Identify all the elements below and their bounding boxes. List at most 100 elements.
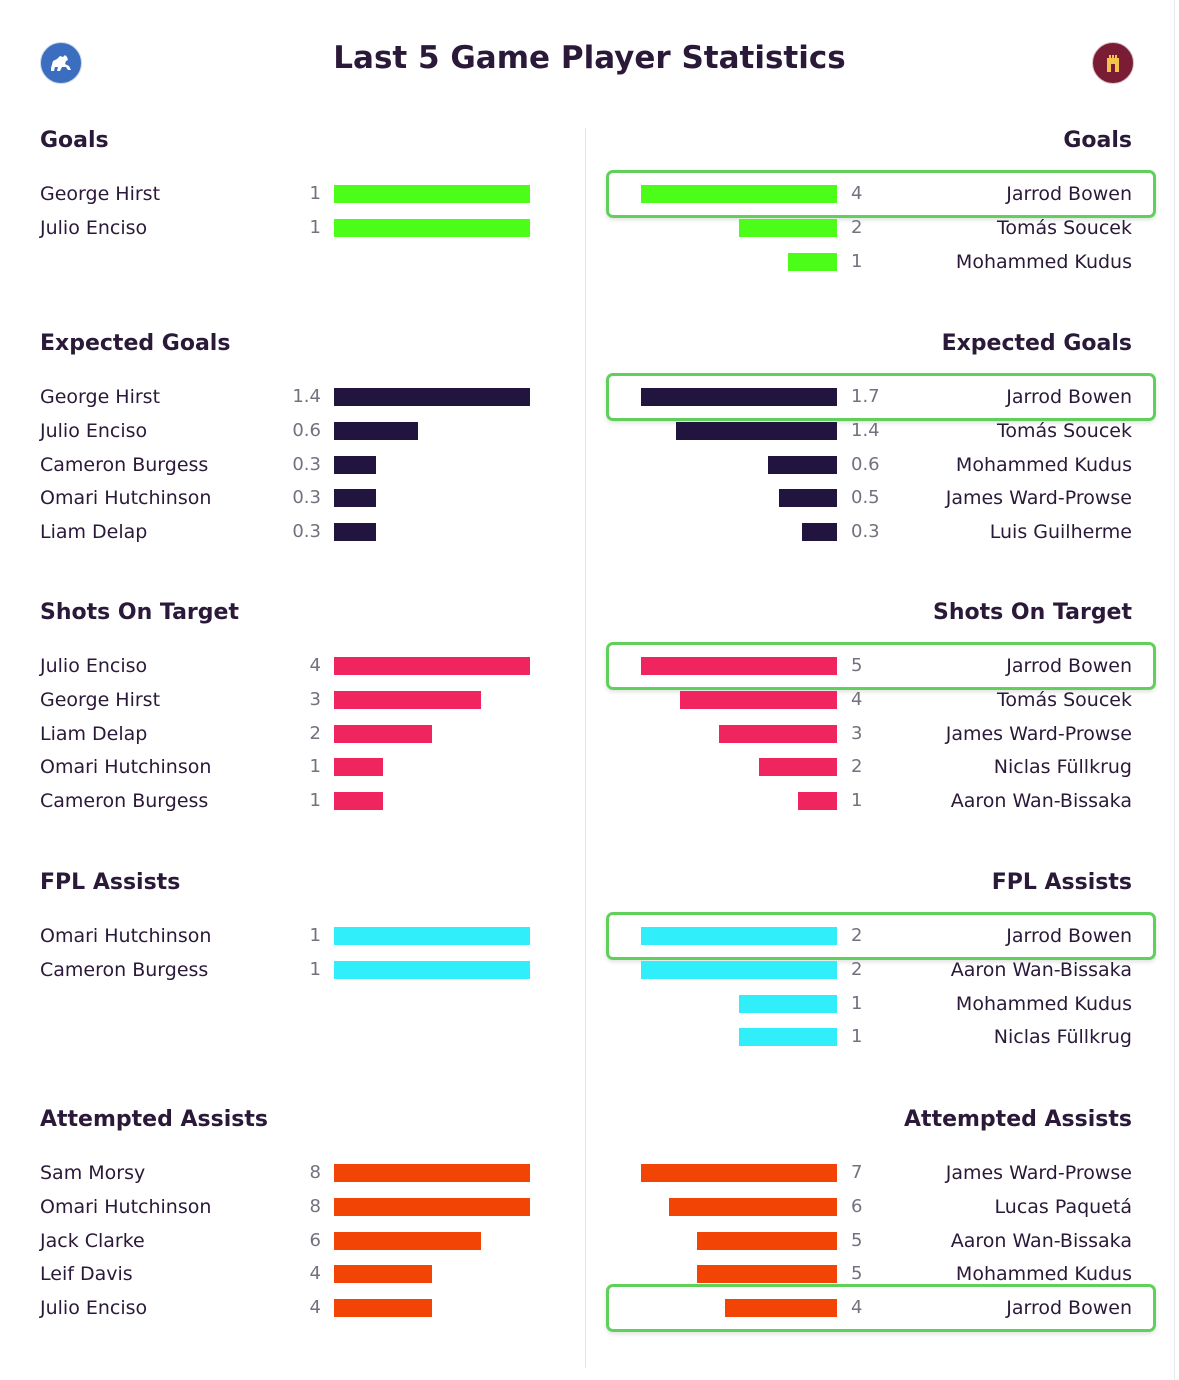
bar <box>641 1164 837 1182</box>
bar <box>641 960 837 979</box>
bar <box>334 960 530 979</box>
value-label: 1 <box>851 1026 863 1048</box>
bar <box>725 1299 837 1318</box>
player-name: Omari Hutchinson <box>40 487 212 510</box>
bar <box>779 489 837 508</box>
player-name: Mohammed Kudus <box>955 1263 1132 1286</box>
player-name: Aaron Wan-Bissaka <box>950 1229 1132 1252</box>
value-label: 8 <box>309 1195 321 1217</box>
player-name: Lucas Paquetá <box>994 1195 1132 1218</box>
fpl_assists-left-title: FPL Assists <box>40 870 181 895</box>
value-label: 0.6 <box>292 419 321 441</box>
value-label: 1 <box>309 958 321 980</box>
player-name: Jarrod Bowen <box>1006 925 1132 947</box>
bar <box>334 388 530 406</box>
bar <box>641 388 837 406</box>
player-name: Tomás Soucek <box>997 688 1132 711</box>
player-name: Niclas Füllkrug <box>993 756 1132 779</box>
player-name: Luis Guilherme <box>989 521 1132 544</box>
player-name: Julio Enciso <box>40 655 148 677</box>
bar <box>719 724 837 743</box>
value-label: 4 <box>309 1263 321 1285</box>
player-name: James Ward-Prowse <box>945 1162 1132 1184</box>
player-name: Leif Davis <box>40 1263 133 1286</box>
player-name: Jarrod Bowen <box>1006 1297 1132 1320</box>
player-name: Mohammed Kudus <box>955 250 1132 273</box>
goals-right-title: Goals <box>1063 128 1132 153</box>
bar <box>669 1197 837 1216</box>
panel-edge <box>1174 0 1175 1380</box>
home-team-badge[interactable] <box>40 42 82 84</box>
bar <box>739 994 837 1013</box>
player-name: James Ward-Prowse <box>945 487 1132 510</box>
value-label: 2 <box>851 216 863 238</box>
value-label: 1 <box>309 790 321 812</box>
player-name: George Hirst <box>40 688 161 711</box>
highlight-box <box>606 373 1156 421</box>
bar <box>641 927 837 945</box>
bar <box>802 523 837 542</box>
highlight-box <box>606 1284 1156 1333</box>
bar <box>739 1028 837 1047</box>
value-label: 1 <box>309 756 321 778</box>
attempted_assists-right-title: Attempted Assists <box>904 1107 1132 1132</box>
value-label: 1.4 <box>851 419 880 441</box>
value-label: 2 <box>309 722 321 744</box>
bar <box>680 690 837 709</box>
bar <box>334 421 418 440</box>
value-label: 4 <box>851 183 863 204</box>
bar <box>334 185 530 203</box>
player-name: George Hirst <box>40 183 161 205</box>
value-label: 3 <box>309 688 321 710</box>
player-name: Tomás Soucek <box>997 216 1132 239</box>
player-name: Jarrod Bowen <box>1006 386 1132 408</box>
player-name: Cameron Burgess <box>40 790 209 813</box>
value-label: 7 <box>851 1162 863 1183</box>
page-title: Last 5 Game Player Statistics <box>333 40 846 76</box>
bar <box>798 792 837 811</box>
away-team-badge[interactable] <box>1092 42 1134 84</box>
value-label: 4 <box>851 688 863 710</box>
value-label: 4 <box>851 1297 863 1319</box>
horse-crest-icon <box>51 55 71 71</box>
fpl_assists-right-title: FPL Assists <box>991 870 1132 895</box>
value-label: 1 <box>309 183 321 204</box>
player-name: Julio Enciso <box>40 419 148 442</box>
bar <box>334 792 383 811</box>
expected_goals-left-title: Expected Goals <box>40 331 231 356</box>
shots_on_target-right-title: Shots On Target <box>933 600 1132 625</box>
highlight-box <box>606 912 1156 960</box>
value-label: 0.6 <box>851 453 880 475</box>
value-label: 5 <box>851 1229 863 1251</box>
player-name: Cameron Burgess <box>40 958 209 981</box>
attempted_assists-left-title: Attempted Assists <box>40 1107 268 1132</box>
bar <box>334 1299 432 1318</box>
column-divider <box>585 128 586 1368</box>
value-label: 3 <box>851 722 863 744</box>
value-label: 1 <box>851 250 863 272</box>
bar <box>768 455 837 474</box>
expected_goals-right-title: Expected Goals <box>941 331 1132 356</box>
player-name: Aaron Wan-Bissaka <box>950 790 1132 813</box>
bar <box>334 690 481 709</box>
value-label: 1.4 <box>292 386 321 407</box>
bar <box>334 927 530 945</box>
player-name: Sam Morsy <box>40 1162 146 1184</box>
player-name: Jack Clarke <box>40 1229 145 1252</box>
bar <box>641 657 837 675</box>
player-name: Julio Enciso <box>40 1297 148 1320</box>
player-name: Omari Hutchinson <box>40 925 212 947</box>
castle-crest-icon <box>1107 55 1119 72</box>
shots_on_target-left-title: Shots On Target <box>40 600 239 625</box>
goals-left-title: Goals <box>40 128 109 153</box>
player-name: Julio Enciso <box>40 216 148 239</box>
value-label: 1.7 <box>851 386 880 407</box>
bar <box>334 758 383 777</box>
bar <box>334 1231 481 1250</box>
bar <box>334 657 530 675</box>
player-name: Omari Hutchinson <box>40 1195 212 1218</box>
highlight-box <box>606 642 1156 690</box>
bar <box>334 1197 530 1216</box>
player-name: Tomás Soucek <box>997 419 1132 442</box>
player-name: George Hirst <box>40 386 161 408</box>
